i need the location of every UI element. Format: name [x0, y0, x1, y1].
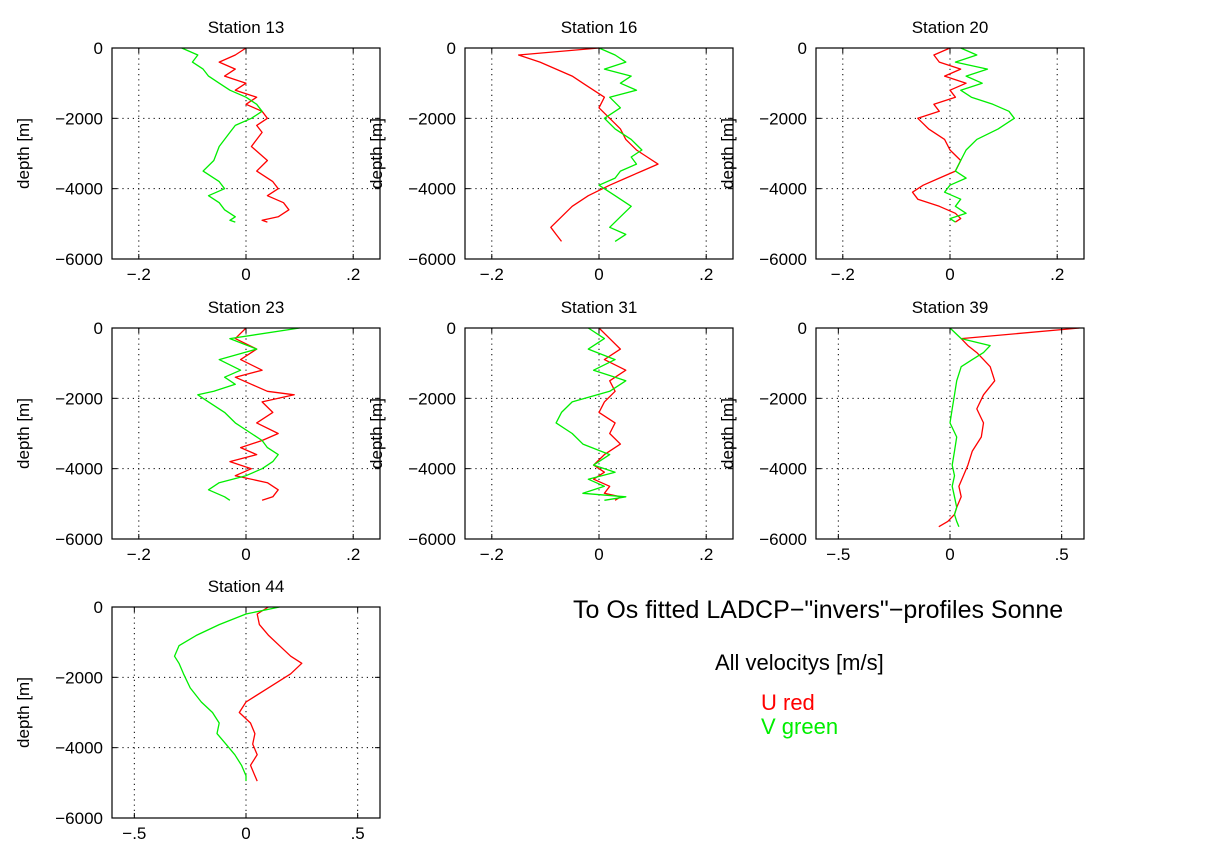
y-axis-label: depth [m]	[718, 398, 737, 469]
series-V-line	[555, 327, 627, 501]
x-tick-label: 0	[594, 265, 603, 284]
plot-area	[112, 607, 380, 818]
subplot-title: Station 20	[912, 18, 989, 37]
series-V-line	[197, 327, 300, 501]
x-tick-label: −.5	[826, 545, 850, 564]
x-tick-label: .5	[351, 824, 365, 843]
x-tick-label: 0	[945, 545, 954, 564]
y-tick-label: −6000	[55, 530, 103, 549]
subplot-title: Station 16	[561, 18, 638, 37]
series-U-line	[592, 327, 627, 501]
plot-area	[816, 48, 1084, 259]
subplot-title: Station 39	[912, 298, 989, 317]
series-U-line	[218, 47, 290, 223]
series-U-line	[238, 606, 303, 782]
subplot-6: −.5 0 .5 0 −2000 −4000 −6000 Station 39 depth [m…	[718, 298, 1085, 564]
x-tick-label: .2	[346, 545, 360, 564]
series-U-line	[938, 327, 1080, 528]
y-tick-label: −4000	[408, 180, 456, 199]
x-tick-label: 0	[945, 265, 954, 284]
series-V-line	[949, 327, 991, 527]
y-tick-label: −6000	[55, 809, 103, 828]
plot-area	[465, 328, 733, 539]
x-tick-label: .2	[699, 545, 713, 564]
legend-v-entry: V green	[761, 714, 839, 739]
x-tick-label: −.2	[480, 545, 504, 564]
subplot-title: Station 44	[208, 577, 285, 596]
y-tick-label: −4000	[759, 180, 807, 199]
y-axis-label: depth [m]	[718, 118, 737, 189]
x-tick-label: −.2	[127, 265, 151, 284]
plot-area	[465, 48, 733, 259]
subplot-title: Station 31	[561, 298, 638, 317]
y-tick-label: −2000	[55, 109, 103, 128]
y-tick-label: 0	[798, 319, 807, 338]
y-tick-label: −2000	[408, 389, 456, 408]
figure-subtitle: All velocitys [m/s]	[715, 650, 884, 675]
y-tick-label: 0	[94, 598, 103, 617]
y-axis-label: depth [m]	[14, 118, 33, 189]
y-tick-label: −6000	[408, 530, 456, 549]
y-axis-label: depth [m]	[14, 398, 33, 469]
y-tick-label: −6000	[408, 250, 456, 269]
x-tick-label: −.5	[122, 824, 146, 843]
series-U-line	[517, 47, 659, 242]
x-tick-label: .2	[346, 265, 360, 284]
x-tick-label: .2	[1050, 265, 1064, 284]
plot-area	[112, 328, 380, 539]
subplot-title: Station 23	[208, 298, 285, 317]
x-tick-label: 0	[241, 545, 250, 564]
y-axis-label: depth [m]	[367, 398, 386, 469]
series-V-line	[173, 606, 280, 782]
y-tick-label: −6000	[759, 250, 807, 269]
x-tick-label: .2	[699, 265, 713, 284]
x-tick-label: −.2	[480, 265, 504, 284]
y-tick-label: −4000	[55, 180, 103, 199]
legend-u-entry: U red	[761, 690, 815, 715]
y-tick-label: −4000	[55, 460, 103, 479]
y-tick-label: 0	[447, 319, 456, 338]
subplot-1: −.2 0 .2 0 −2000 −4000 −6000 Station 13 depth [m…	[14, 18, 381, 284]
y-axis-label: depth [m]	[14, 677, 33, 748]
plot-area	[816, 328, 1084, 539]
x-tick-label: 0	[594, 545, 603, 564]
series-V-line	[943, 47, 1015, 223]
subplot-3: −.2 0 .2 0 −2000 −4000 −6000 Station 20 depth [m…	[718, 18, 1085, 284]
y-tick-label: −2000	[55, 668, 103, 687]
x-tick-label: 0	[241, 265, 250, 284]
y-tick-label: −4000	[408, 460, 456, 479]
y-tick-label: −4000	[55, 739, 103, 758]
series-V-line	[598, 47, 643, 242]
y-tick-label: −2000	[759, 109, 807, 128]
y-tick-label: −6000	[759, 530, 807, 549]
y-tick-label: −2000	[408, 109, 456, 128]
y-tick-label: −4000	[759, 460, 807, 479]
subplot-7: −.5 0 .5 0 −2000 −4000 −6000 Station 44 depth [m…	[14, 577, 381, 843]
y-tick-label: 0	[447, 39, 456, 58]
series-U-line	[911, 47, 967, 223]
subplot-4: −.2 0 .2 0 −2000 −4000 −6000 Station 23 depth [m…	[14, 298, 381, 564]
subplot-2: −.2 0 .2 0 −2000 −4000 −6000 Station 16 depth [m…	[367, 18, 734, 284]
series-V-line	[181, 47, 263, 223]
x-tick-label: −.2	[831, 265, 855, 284]
y-tick-label: 0	[94, 39, 103, 58]
y-tick-label: 0	[798, 39, 807, 58]
y-tick-label: −2000	[759, 389, 807, 408]
x-tick-label: −.2	[127, 545, 151, 564]
series-U-line	[229, 327, 295, 501]
y-tick-label: 0	[94, 319, 103, 338]
x-tick-label: .5	[1055, 545, 1069, 564]
subplot-title: Station 13	[208, 18, 285, 37]
y-axis-label: depth [m]	[367, 118, 386, 189]
y-tick-label: −2000	[55, 389, 103, 408]
figure-title: To Os fitted LADCP−"invers"−profiles Son…	[573, 596, 1064, 624]
x-tick-label: 0	[241, 824, 250, 843]
subplot-5: −.2 0 .2 0 −2000 −4000 −6000 Station 31 depth [m…	[367, 298, 734, 564]
y-tick-label: −6000	[55, 250, 103, 269]
